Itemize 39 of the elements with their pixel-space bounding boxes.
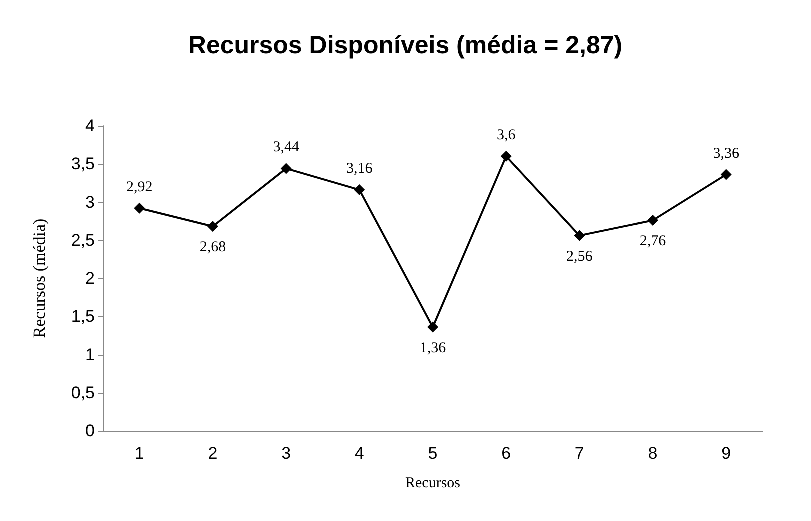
x-tick-label: 2	[208, 444, 218, 463]
data-label: 1,36	[420, 340, 447, 356]
point	[574, 230, 586, 242]
x-tick-label: 5	[428, 444, 438, 463]
x-axis-title: Recursos	[406, 476, 461, 492]
x-tick-label: 3	[282, 444, 292, 463]
point	[720, 169, 732, 180]
x-tick-label: 6	[502, 444, 512, 463]
data-label: 2,92	[126, 179, 153, 196]
x-tick-label: 9	[722, 444, 732, 463]
point	[134, 202, 146, 214]
chart-title: Recursos Disponíveis (média = 2,87)	[188, 32, 623, 60]
y-tick-label: 3,5	[71, 154, 95, 174]
y-tick-label: 4	[86, 116, 95, 136]
data-label: 2,76	[640, 234, 667, 250]
point	[354, 184, 366, 196]
x-tick-label: 7	[574, 444, 584, 463]
x-tick-label: 4	[354, 444, 364, 463]
point	[280, 163, 292, 174]
data-label: 3,6	[496, 128, 516, 144]
data-label: 3,36	[713, 146, 740, 162]
y-tick-label: 0	[86, 422, 95, 440]
x-tick-label: 1	[134, 444, 144, 463]
data-label: 3,16	[346, 161, 374, 178]
y-tick-label: 3	[86, 192, 95, 212]
y-tick-label: 1	[86, 345, 95, 364]
data-label: 3,44	[273, 140, 300, 156]
y-tick-label: 2,5	[71, 230, 95, 250]
y-axis-title: Recursos (média)	[30, 218, 49, 338]
x-tick-label: 8	[648, 444, 658, 463]
point	[208, 221, 218, 232]
point	[428, 322, 438, 333]
y-tick-label: 1,5	[71, 307, 95, 326]
data-label: 2,68	[200, 240, 226, 256]
data-label: 2,56	[566, 248, 594, 265]
point	[500, 151, 512, 162]
y-tick-label: 0,5	[71, 383, 95, 402]
point	[648, 215, 658, 226]
y-tick-label: 2	[86, 269, 95, 288]
